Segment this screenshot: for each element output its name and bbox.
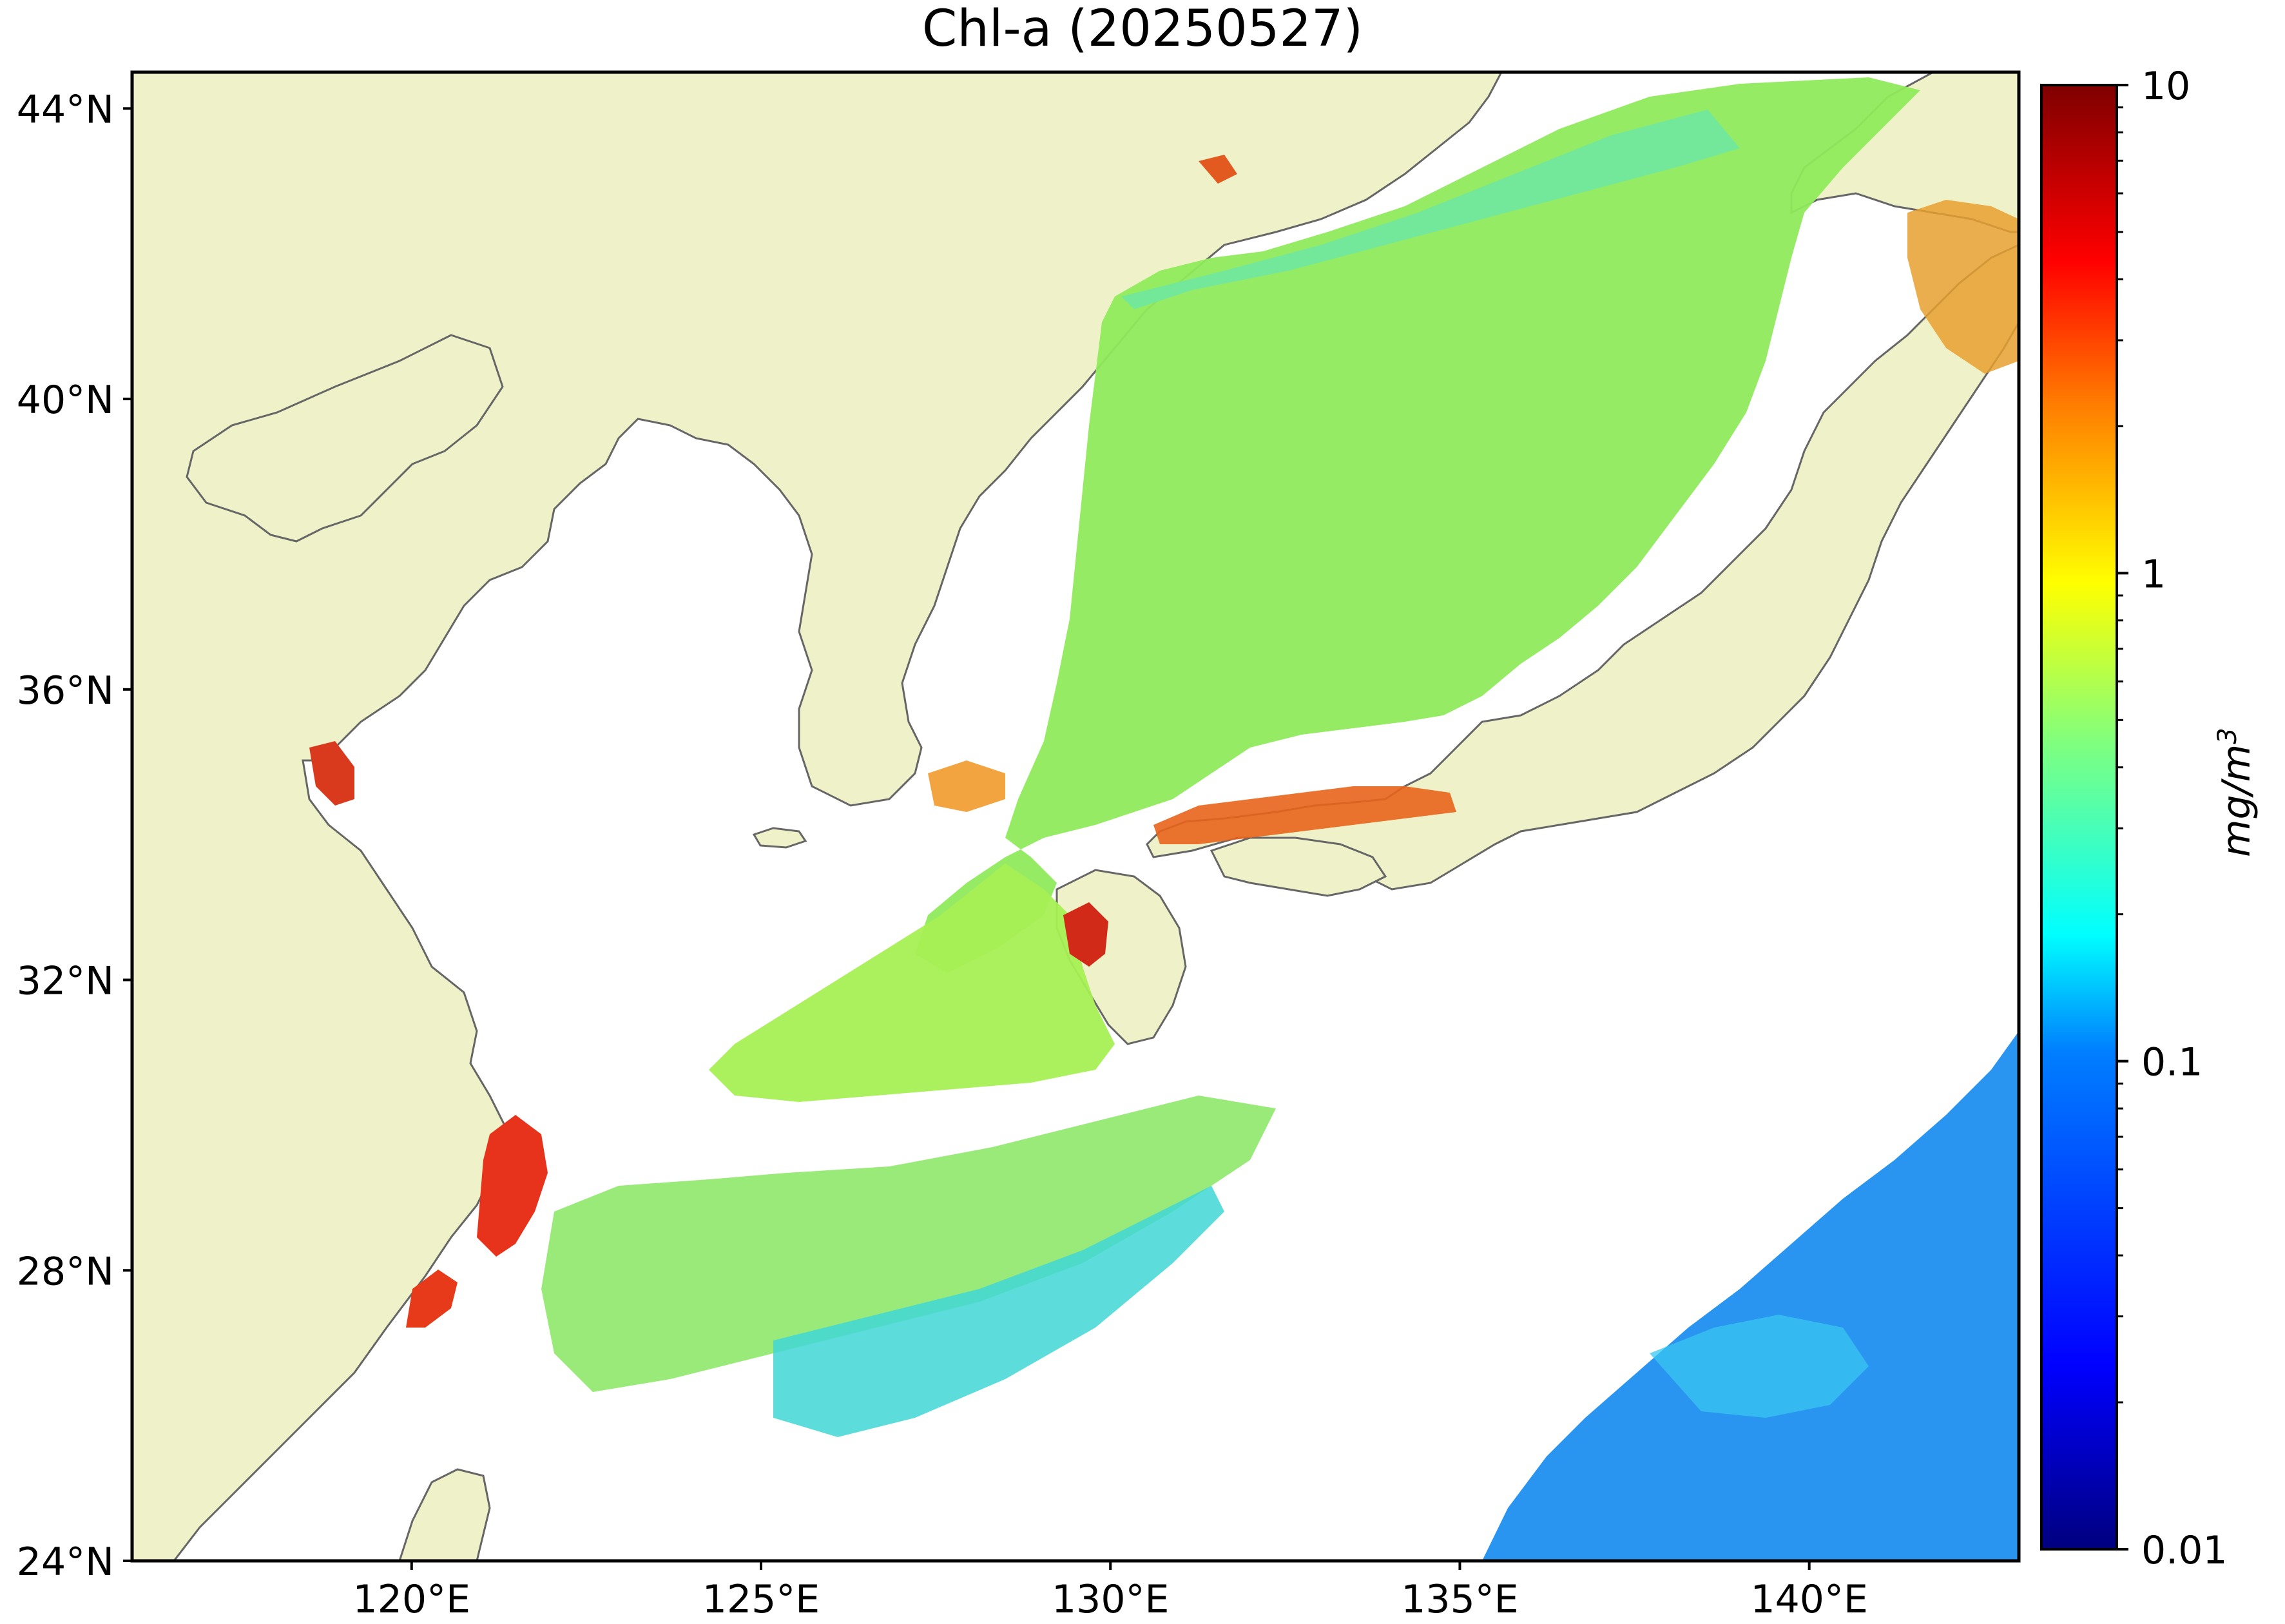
- longitude-axis: 120°E 125°E 130°E 135°E 140°E: [353, 1561, 1868, 1622]
- lat-tick-label: 40°N: [17, 378, 114, 423]
- chl-hokkaido-coast: [1907, 200, 2019, 374]
- colorbar-unit-exponent: 3: [2213, 728, 2242, 744]
- latitude-axis: 24°N 28°N 32°N 36°N 40°N 44°N: [17, 87, 132, 1585]
- chl-ariake-bay: [1063, 902, 1108, 967]
- colorbar-gradient: [2040, 84, 2118, 1551]
- chl-southern-band: [541, 1096, 1276, 1392]
- land-shikoku: [1210, 836, 1387, 897]
- colorbar: 0.01 0.1 1 10: [2040, 64, 2228, 1573]
- map-title: Chl-a (20250527): [921, 0, 1364, 58]
- chl-northern-band: [1121, 110, 1740, 309]
- lat-tick-label: 24°N: [17, 1540, 114, 1585]
- colorbar-tick-label: 0.1: [2141, 1040, 2203, 1085]
- map-area: [132, 72, 2019, 1561]
- land-liaodong: [186, 334, 504, 543]
- chl-peter-the-great-bay: [1199, 155, 1237, 184]
- lon-tick-label: 140°E: [1750, 1577, 1867, 1622]
- map-frame: [130, 70, 2021, 1563]
- colorbar-tick-label: 0.01: [2141, 1528, 2228, 1573]
- chl-seto-inland: [1153, 786, 1456, 844]
- lat-tick-label: 28°N: [17, 1249, 114, 1294]
- colorbar-tick-label: 10: [2141, 64, 2190, 109]
- land-continent: [132, 72, 1503, 1561]
- chl-korea-south-coast: [928, 760, 1005, 812]
- lat-tick-label: 36°N: [17, 668, 114, 713]
- chl-zhejiang-coast: [406, 1270, 458, 1328]
- chl-pacific-cyan: [1650, 1315, 1869, 1418]
- chl-yangtze-plume: [477, 1115, 548, 1257]
- chl-southern-band-cyan: [773, 1186, 1224, 1437]
- lat-tick-label: 44°N: [17, 87, 114, 132]
- lon-tick-label: 135°E: [1401, 1577, 1518, 1622]
- colorbar-unit-text: mg/m3: [2213, 728, 2259, 857]
- lon-tick-label: 130°E: [1052, 1577, 1169, 1622]
- lon-tick-label: 120°E: [353, 1577, 470, 1622]
- colorbar-tick-label: 1: [2141, 552, 2166, 597]
- lat-tick-label: 32°N: [17, 959, 114, 1004]
- chl-jiangsu-patch: [309, 741, 354, 806]
- colorbar-unit-label: mg/m3: [2213, 728, 2259, 857]
- colorbar-ticks: 0.01 0.1 1 10: [2117, 64, 2228, 1573]
- chl-sea-of-japan: [915, 77, 1920, 973]
- chl-pacific-oligotrophic: [1482, 1031, 2019, 1561]
- chl-east-china-sea: [709, 864, 1115, 1102]
- land-jeju: [752, 827, 807, 849]
- lon-tick-label: 125°E: [702, 1577, 820, 1622]
- land-taiwan: [398, 1468, 491, 1561]
